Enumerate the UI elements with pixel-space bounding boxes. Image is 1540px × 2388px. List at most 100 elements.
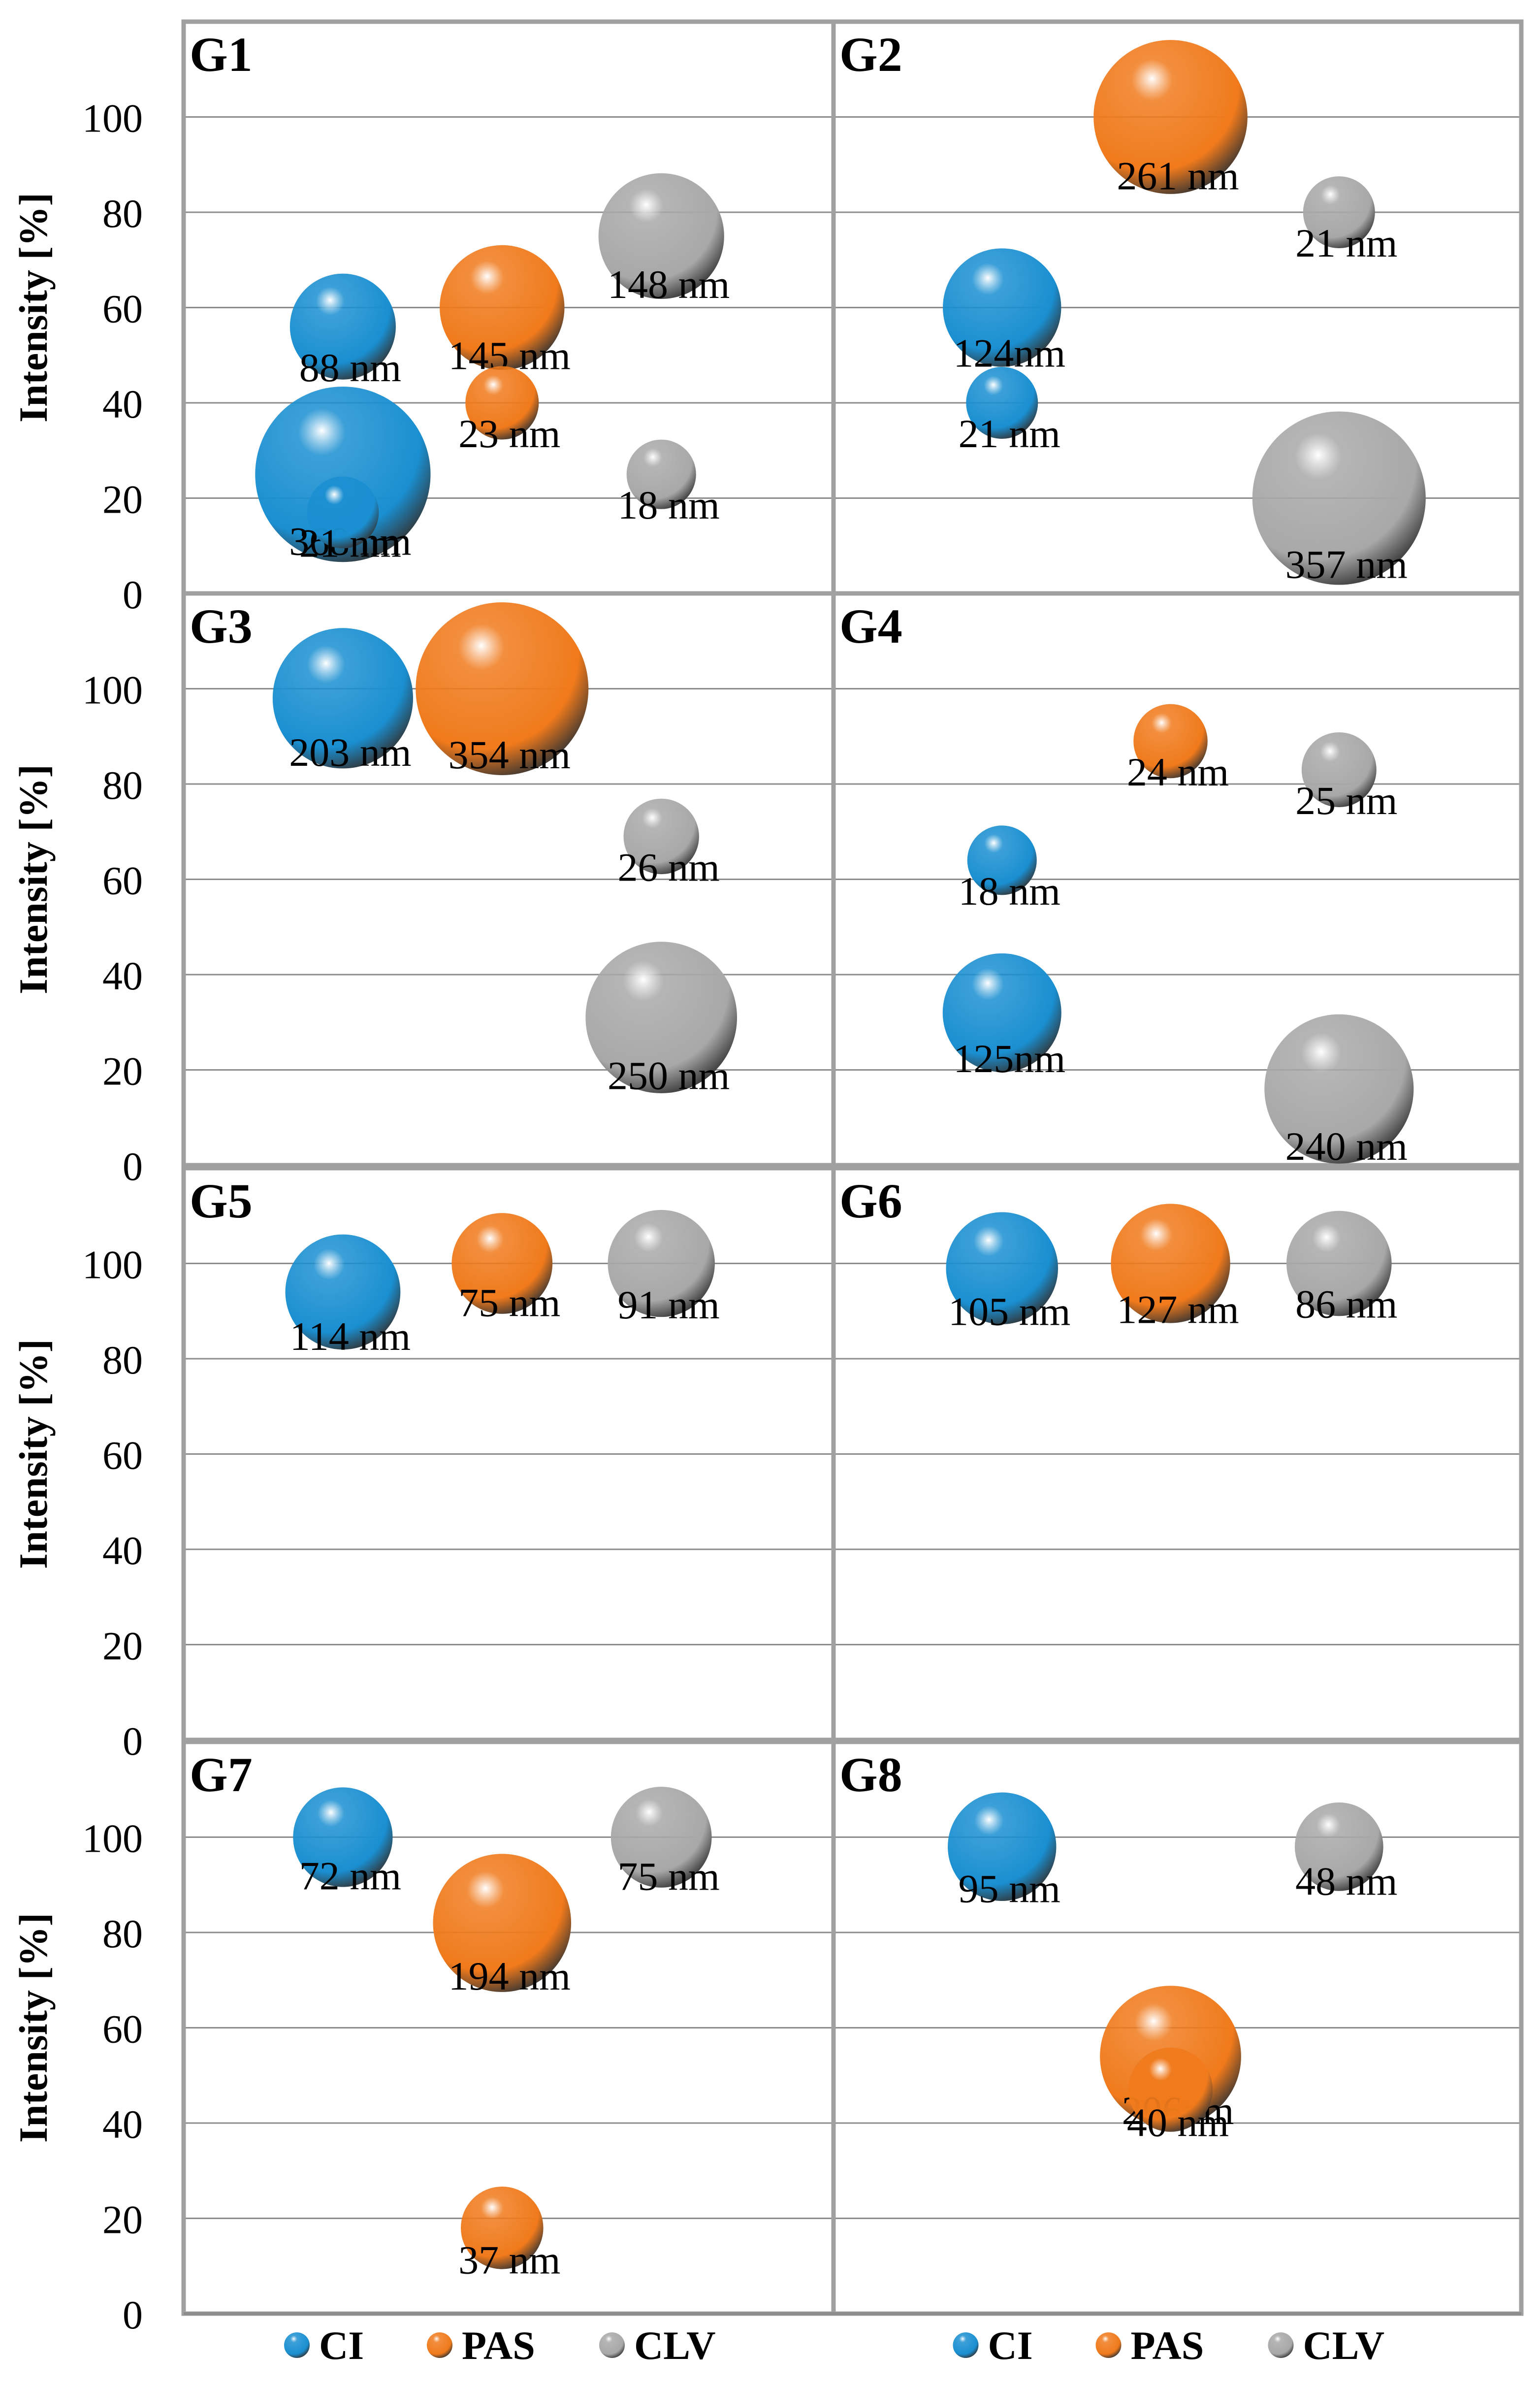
- y-tick-label: 20: [102, 1624, 143, 1668]
- data-label: 261 nm: [1117, 154, 1239, 198]
- y-axis-label: Intensity [%]: [11, 1913, 56, 2143]
- data-label: 127 nm: [1117, 1287, 1239, 1332]
- bubble-pas: [433, 1854, 572, 1992]
- bubble-clv: [608, 1210, 715, 1317]
- panel-title: G8: [839, 1747, 902, 1802]
- bubble-ci: [293, 1787, 393, 1887]
- legend: CI PAS CLV: [284, 2323, 716, 2368]
- data-label: 40 nm: [1127, 2100, 1229, 2145]
- y-tick-label: 80: [102, 1338, 143, 1382]
- data-label: 72 nm: [299, 1853, 401, 1898]
- data-label: 114 nm: [290, 1314, 411, 1359]
- y-tick-label: 60: [102, 2007, 143, 2052]
- y-tick-label: 60: [102, 287, 143, 331]
- y-tick-label: 80: [102, 763, 143, 808]
- bubble-ci: [289, 273, 396, 380]
- y-axis-label: Intensity [%]: [11, 193, 56, 423]
- bubble-clv: [1303, 176, 1375, 248]
- legend-label: CI: [319, 2323, 364, 2368]
- panel-title: G1: [190, 27, 253, 82]
- data-label: 21 nm: [299, 521, 401, 566]
- bubble-ci: [948, 1792, 1057, 1901]
- data-label: 24 nm: [1127, 750, 1229, 794]
- data-label: 194 nm: [449, 1954, 571, 1998]
- legend-label: PAS: [1131, 2323, 1204, 2368]
- panel-g5: G5 0 20 40 60 80 100 Intensity [%] 114 nm 75 nm 91…: [11, 1166, 836, 1764]
- y-tick-label: 100: [82, 1243, 143, 1287]
- y-tick-label: 100: [82, 96, 143, 141]
- y-tick-label: 40: [102, 2102, 143, 2147]
- data-label: 75 nm: [618, 1854, 720, 1898]
- bubble-clv: [1301, 732, 1377, 807]
- legend-label: PAS: [462, 2323, 535, 2368]
- data-label: 357 nm: [1285, 542, 1408, 587]
- bubble-clv: [1286, 1210, 1392, 1316]
- panel-title: G5: [190, 1174, 253, 1228]
- panel-g3: G3 0 20 40 60 80 100 Intensity [%] 203 nm 354 nm 2…: [11, 591, 836, 1189]
- bubble-ci: [942, 953, 1061, 1072]
- data-label: 23 nm: [458, 411, 560, 456]
- bubble-clv: [626, 439, 696, 509]
- data-label: 86 nm: [1295, 1282, 1397, 1327]
- bubble-ci: [943, 248, 1061, 367]
- data-label: 91 nm: [618, 1282, 720, 1327]
- bubble-clv: [585, 942, 738, 1093]
- data-label: 148 nm: [608, 262, 730, 307]
- bubble-clv: [1294, 1802, 1383, 1891]
- panel-title: G3: [190, 599, 253, 654]
- data-label: 125nm: [953, 1036, 1065, 1081]
- bubble-clv: [598, 173, 724, 299]
- legend-label: CI: [988, 2323, 1033, 2368]
- data-label: 21 nm: [1295, 221, 1397, 265]
- legend-marker-ci: [284, 2332, 310, 2358]
- data-label: 250 nm: [608, 1053, 730, 1098]
- bubble-pas: [440, 245, 565, 370]
- bubble-pas: [416, 602, 589, 775]
- legend-marker-pas: [427, 2332, 452, 2358]
- bubble-clv: [1252, 411, 1426, 585]
- bubble-clv: [623, 798, 699, 875]
- panel-g4: G4 24 nm 25 nm 18 nm 125nm 240 nm: [831, 591, 1524, 1169]
- bubble-pas: [465, 366, 539, 440]
- data-label: 25 nm: [1295, 778, 1397, 823]
- y-tick-label: 0: [123, 572, 143, 617]
- data-label: 48 nm: [1295, 1859, 1397, 1903]
- y-tick-label: 20: [102, 2197, 143, 2242]
- legend-marker-clv: [599, 2332, 625, 2358]
- bubble-clv: [610, 1787, 712, 1888]
- legend-label: CLV: [634, 2323, 716, 2368]
- bubble-ci: [946, 1212, 1059, 1324]
- bubble-pas: [1133, 704, 1208, 779]
- data-label: 18 nm: [959, 869, 1060, 914]
- legend: CI PAS CLV: [953, 2323, 1385, 2368]
- y-tick-label: 20: [102, 477, 143, 522]
- y-tick-label: 40: [102, 1528, 143, 1573]
- bubble-ci: [272, 628, 413, 769]
- data-label: 240 nm: [1285, 1124, 1408, 1169]
- bubble-clv: [1264, 1014, 1414, 1164]
- bubble-pas: [1111, 1204, 1230, 1323]
- y-tick-label: 80: [102, 1911, 143, 1956]
- panel-title: G7: [190, 1747, 253, 1802]
- panel-title: G4: [839, 599, 902, 654]
- y-tick-label: 0: [123, 2292, 143, 2337]
- data-label: 354 nm: [449, 732, 571, 777]
- bubble-ci: [255, 387, 431, 562]
- legend-label: CLV: [1303, 2323, 1385, 2368]
- y-tick-label: 40: [102, 382, 143, 426]
- bubble-pas: [451, 1213, 553, 1314]
- data-label: 21 nm: [959, 411, 1060, 456]
- bubble-pas: [1093, 40, 1248, 194]
- panel-g7: G7 0 20 40 60 80 100 Intensity [%] 72 nm 75 nm 194…: [11, 1739, 836, 2337]
- bubble-ci: [967, 825, 1037, 895]
- panel-title: G6: [839, 1174, 902, 1228]
- data-label: 18 nm: [618, 483, 720, 527]
- legend-marker-pas: [1095, 2332, 1122, 2358]
- panel-border: [831, 591, 1524, 1168]
- bubble-ci: [966, 367, 1038, 439]
- bubble-ci: [307, 476, 379, 549]
- y-tick-label: 0: [123, 1719, 143, 1764]
